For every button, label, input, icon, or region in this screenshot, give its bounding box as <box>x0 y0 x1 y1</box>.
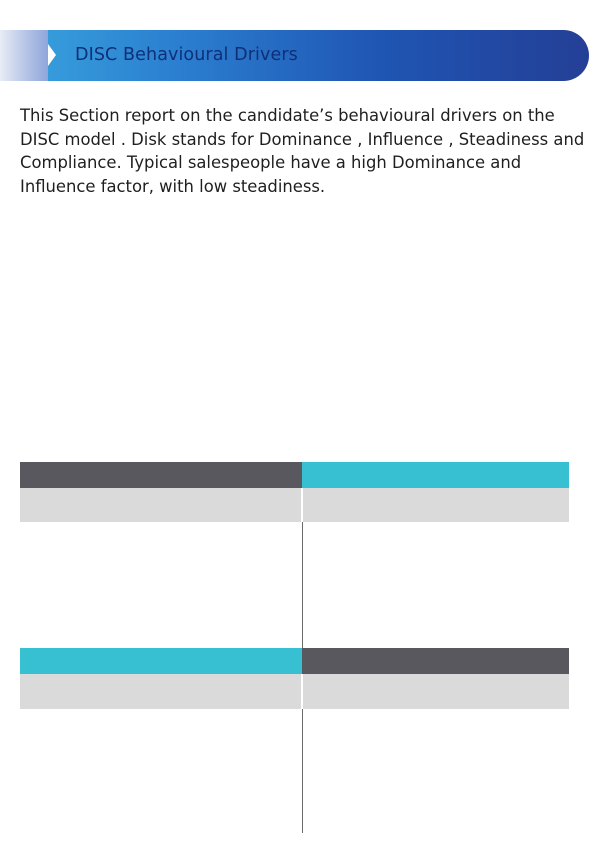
block-1-right-subheader <box>303 488 569 522</box>
section-title: DISC Behavioural Drivers <box>75 45 298 65</box>
block-2-right-header-bar <box>302 648 569 674</box>
block-2-left-header-bar <box>20 648 302 674</box>
section-header-band: DISC Behavioural Drivers <box>0 30 589 81</box>
block-2-divider <box>302 709 303 833</box>
block-1-left-subheader <box>20 488 301 522</box>
chevron-right-icon <box>48 44 56 66</box>
block-2-right-subheader <box>303 674 569 709</box>
block-2-left-subheader <box>20 674 301 709</box>
block-1-right-header-bar <box>302 462 569 488</box>
intro-paragraph: This Section report on the candidate’s b… <box>20 106 585 196</box>
block-1-divider <box>302 522 303 648</box>
block-1-left-header-bar <box>20 462 302 488</box>
header-left-block <box>0 30 48 81</box>
